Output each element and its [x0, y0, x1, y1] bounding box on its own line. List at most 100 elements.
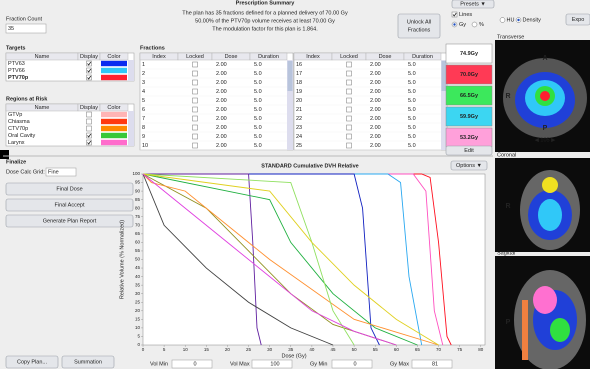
color-swatch[interactable]	[101, 126, 127, 131]
x-tick-label: 55	[373, 347, 379, 352]
checkbox[interactable]	[193, 134, 198, 139]
spinner[interactable]	[172, 360, 212, 368]
fraction-dose: 2.00	[216, 116, 227, 122]
orientation-marker: R	[505, 203, 510, 210]
fraction-dose: 2.00	[370, 125, 381, 131]
x-axis-label: Dose (Gy)	[281, 353, 306, 359]
presets-button-label: Presets ▼	[460, 1, 486, 7]
action-button-label: Generate Plan Report	[43, 218, 97, 224]
section-title: Regions at Risk	[6, 96, 48, 102]
radio-label: HU	[507, 17, 515, 23]
checkbox[interactable]	[193, 89, 198, 94]
fraction-duration: 5.0	[408, 125, 416, 131]
color-swatch[interactable]	[101, 112, 127, 117]
y-tick-label: 15	[135, 317, 141, 322]
x-tick-label: 50	[352, 347, 358, 352]
checkbox[interactable]	[347, 98, 352, 103]
radio[interactable]	[472, 22, 477, 27]
checkbox[interactable]	[347, 80, 352, 85]
radio[interactable]	[500, 18, 505, 23]
fraction-duration: 5.0	[408, 134, 416, 140]
summary-line: 50.00% of the PTV70p volume receives at …	[195, 18, 335, 24]
checkbox[interactable]	[347, 116, 352, 121]
checkbox[interactable]	[193, 107, 198, 112]
checkbox[interactable]	[193, 98, 198, 103]
checkbox[interactable]	[87, 126, 92, 131]
x-tick-label: 20	[225, 347, 231, 352]
y-tick-label: 10	[135, 325, 141, 330]
y-tick-label: 75	[135, 214, 141, 219]
unlock-button[interactable]	[398, 14, 440, 38]
checkbox[interactable]	[87, 119, 92, 124]
fraction-dose: 2.00	[216, 98, 227, 104]
edit-button-label: Edit	[464, 148, 474, 154]
color-swatch[interactable]	[101, 75, 127, 80]
color-swatch[interactable]	[101, 133, 127, 138]
scrollbar	[128, 60, 134, 81]
fraction-index: 2	[142, 71, 145, 77]
scroll-thumb[interactable]	[288, 61, 293, 91]
export-button-label: Expo	[572, 17, 585, 23]
chart-title: STANDARD Cumulative DVH Relative	[261, 163, 358, 169]
unlock-button-label: Fractions	[408, 27, 431, 33]
y-tick-label: 85	[135, 197, 141, 202]
checkbox[interactable]	[347, 143, 352, 148]
color-swatch[interactable]	[101, 68, 127, 73]
checkbox[interactable]	[193, 62, 198, 67]
artifact	[0, 150, 9, 159]
view-label: Sagittal	[497, 250, 515, 256]
y-tick-label: 45	[135, 265, 141, 270]
action-button-label: Copy Plan...	[17, 359, 47, 365]
input-value: 35	[8, 26, 14, 32]
x-tick-label: 40	[309, 347, 315, 352]
orientation-marker: A	[542, 55, 547, 62]
column-header: Color	[107, 54, 120, 60]
checkbox[interactable]	[347, 125, 352, 130]
color-swatch[interactable]	[101, 61, 127, 66]
fraction-index: 5	[142, 98, 145, 104]
fraction-index: 1	[142, 62, 145, 68]
fraction-dose: 2.00	[370, 71, 381, 77]
spinner[interactable]	[332, 360, 372, 368]
y-tick-label: 65	[135, 231, 141, 236]
column-header: Display	[80, 105, 98, 111]
checkbox[interactable]	[193, 80, 198, 85]
checkbox[interactable]	[193, 143, 198, 148]
checkbox[interactable]	[193, 71, 198, 76]
x-tick-label: 10	[183, 347, 189, 352]
checkbox[interactable]	[347, 134, 352, 139]
checkbox[interactable]	[347, 71, 352, 76]
column-header: Index	[306, 54, 320, 60]
checkbox[interactable]	[347, 107, 352, 112]
checkbox[interactable]	[347, 89, 352, 94]
checkbox[interactable]	[87, 112, 92, 117]
dose-level-label: 66.5Gy	[460, 93, 479, 99]
action-button-label: Final Accept	[55, 202, 85, 208]
anatomy	[542, 177, 558, 193]
fraction-duration: 5.0	[254, 71, 262, 77]
structure-name: Larynx	[8, 140, 25, 146]
fraction-index: 3	[142, 80, 145, 86]
orientation-marker: R	[505, 93, 510, 100]
column-header: Name	[35, 105, 50, 111]
checkbox[interactable]	[347, 62, 352, 67]
options-button-label: Options ▼	[456, 163, 482, 169]
section-title: Finalize	[6, 159, 26, 165]
anatomy	[550, 318, 570, 342]
fraction-duration: 5.0	[408, 98, 416, 104]
plot-area	[143, 174, 485, 345]
fraction-duration: 5.0	[254, 98, 262, 104]
structure-name: Oral Cavity	[8, 133, 35, 139]
checkbox[interactable]	[193, 125, 198, 130]
color-swatch[interactable]	[101, 119, 127, 124]
radio-dot	[453, 23, 455, 25]
checkbox[interactable]	[193, 116, 198, 121]
checkbox-label: Lines	[459, 12, 472, 18]
fraction-duration: 5.0	[408, 71, 416, 77]
fraction-dose: 2.00	[216, 143, 227, 149]
fraction-dose: 2.00	[216, 134, 227, 140]
color-swatch[interactable]	[101, 140, 127, 145]
view-label: Coronal	[497, 152, 516, 158]
anatomy	[522, 300, 528, 360]
fraction-index: 8	[142, 125, 145, 131]
